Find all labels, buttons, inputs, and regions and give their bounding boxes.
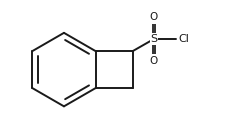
Text: O: O	[149, 56, 157, 66]
Text: S: S	[150, 34, 157, 44]
Text: Cl: Cl	[178, 34, 188, 44]
Text: O: O	[149, 12, 157, 22]
